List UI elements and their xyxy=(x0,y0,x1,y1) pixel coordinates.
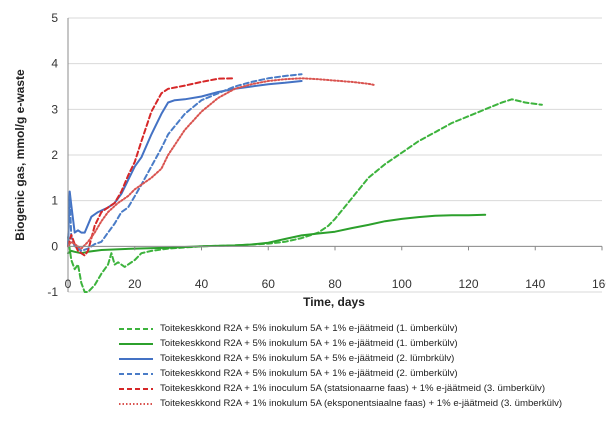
legend-item-5: Toitekeskkond R2A + 1% inoculum 5A (stat… xyxy=(118,382,603,395)
legend-item-4: Toitekeskkond R2A + 5% inokulum 5A + 1% … xyxy=(118,367,603,380)
x-tick-label: 0 xyxy=(65,277,72,291)
x-tick-label: 160 xyxy=(592,277,606,291)
legend-swatch xyxy=(119,328,153,330)
series-line-6 xyxy=(67,77,376,250)
x-tick-label: 80 xyxy=(328,277,342,291)
y-axis-title: Biogenic gas, mmol/g e-waste xyxy=(13,69,27,241)
tick-labels: -1 0 1 2 3 4 5 0 20 40 60 80 100 120 140 160 xyxy=(47,11,606,299)
y-tick-label: -1 xyxy=(47,285,58,299)
series-line-2 xyxy=(67,213,487,255)
y-tick-label: 2 xyxy=(51,148,58,162)
legend-label: Toitekeskkond R2A + 1% inoculum 5A (stat… xyxy=(160,383,546,394)
legend-item-6: Toitekeskkond R2A + 1% inokulum 5A (eksp… xyxy=(118,397,603,410)
legend: Toitekeskkond R2A + 5% inokulum 5A + 1% … xyxy=(118,322,603,412)
series-line-1 xyxy=(67,98,543,293)
legend-swatch xyxy=(119,358,153,360)
x-tick-label: 120 xyxy=(458,277,478,291)
series-line-3 xyxy=(67,80,303,248)
chart: -1 0 1 2 3 4 5 0 20 40 60 80 100 120 140 160 Time, days… xyxy=(13,11,606,309)
series-line-4 xyxy=(67,73,303,252)
x-axis-title: Time, days xyxy=(303,295,365,309)
series-layer xyxy=(67,73,543,293)
legend-swatch xyxy=(119,403,153,405)
series-line-5 xyxy=(67,77,236,257)
x-tick-label: 140 xyxy=(525,277,545,291)
x-tick-label: 20 xyxy=(128,277,142,291)
y-tick-label: 5 xyxy=(51,11,58,25)
legend-label: Toitekeskkond R2A + 5% inokulum 5A + 1% … xyxy=(160,338,458,349)
x-tick-label: 40 xyxy=(195,277,209,291)
y-tick-label: 1 xyxy=(51,194,58,208)
axes xyxy=(67,18,603,292)
x-tick-label: 60 xyxy=(262,277,276,291)
legend-label: Toitekeskkond R2A + 5% inokulum 5A + 1% … xyxy=(160,323,458,334)
legend-swatch xyxy=(119,373,153,375)
legend-label: Toitekeskkond R2A + 5% inokulum 5A + 1% … xyxy=(160,368,458,379)
legend-item-2: Toitekeskkond R2A + 5% inokulum 5A + 1% … xyxy=(118,337,603,350)
legend-swatch xyxy=(119,343,153,345)
x-tick-label: 100 xyxy=(392,277,412,291)
legend-item-1: Toitekeskkond R2A + 5% inokulum 5A + 1% … xyxy=(118,322,603,335)
legend-label: Toitekeskkond R2A + 5% inokulum 5A + 5% … xyxy=(160,353,455,364)
y-tick-label: 3 xyxy=(51,102,58,116)
legend-swatch xyxy=(119,388,153,390)
y-tick-label: 4 xyxy=(51,57,58,71)
legend-item-3: Toitekeskkond R2A + 5% inokulum 5A + 5% … xyxy=(118,352,603,365)
legend-label: Toitekeskkond R2A + 1% inokulum 5A (eksp… xyxy=(160,398,563,409)
y-tick-label: 0 xyxy=(51,239,58,253)
